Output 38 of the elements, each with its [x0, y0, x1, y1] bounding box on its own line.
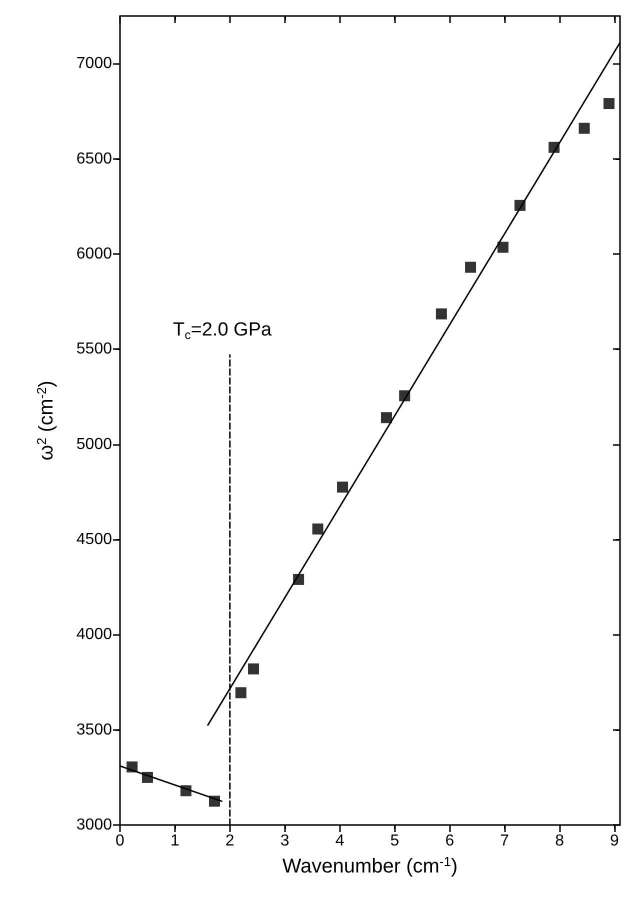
point [436, 308, 447, 320]
point [465, 262, 476, 273]
point [209, 796, 220, 807]
point [293, 574, 304, 585]
point [604, 98, 615, 110]
x-tick-label: 5 [390, 832, 400, 850]
point [578, 122, 590, 134]
x-tick-label: 2 [225, 832, 234, 850]
x-tick-label: 3 [280, 832, 290, 850]
y-tick-label: 4000 [76, 626, 112, 644]
point [548, 142, 560, 153]
y-tick-label: 3000 [76, 816, 112, 834]
y-tick-label: 3500 [76, 721, 112, 738]
point [180, 785, 192, 796]
point [514, 200, 526, 211]
point [312, 524, 324, 534]
y-tick-label: 5500 [76, 340, 112, 358]
point [380, 412, 392, 424]
y-tick-label: 5000 [76, 436, 112, 453]
point [337, 482, 348, 493]
y-tick-label: 6000 [76, 245, 112, 262]
point [235, 687, 246, 698]
y-tick-label: 7000 [76, 55, 112, 72]
point [399, 390, 410, 402]
x-tick-label: 0 [116, 832, 125, 850]
y-tick-label: 6500 [76, 150, 112, 168]
point [497, 242, 508, 253]
x-tick-label: 1 [170, 832, 180, 850]
y-axis-title: ω2 (cm-2) [34, 380, 58, 460]
x-tick-label: 8 [555, 832, 564, 850]
point [248, 663, 260, 674]
x-tick-label: 6 [445, 832, 454, 850]
x-tick-label: 7 [500, 832, 510, 850]
point [126, 761, 138, 772]
y-tick-label: 4500 [76, 530, 112, 548]
x-tick-label: 4 [335, 832, 344, 850]
x-tick-label: 9 [610, 832, 620, 850]
point [142, 772, 153, 783]
